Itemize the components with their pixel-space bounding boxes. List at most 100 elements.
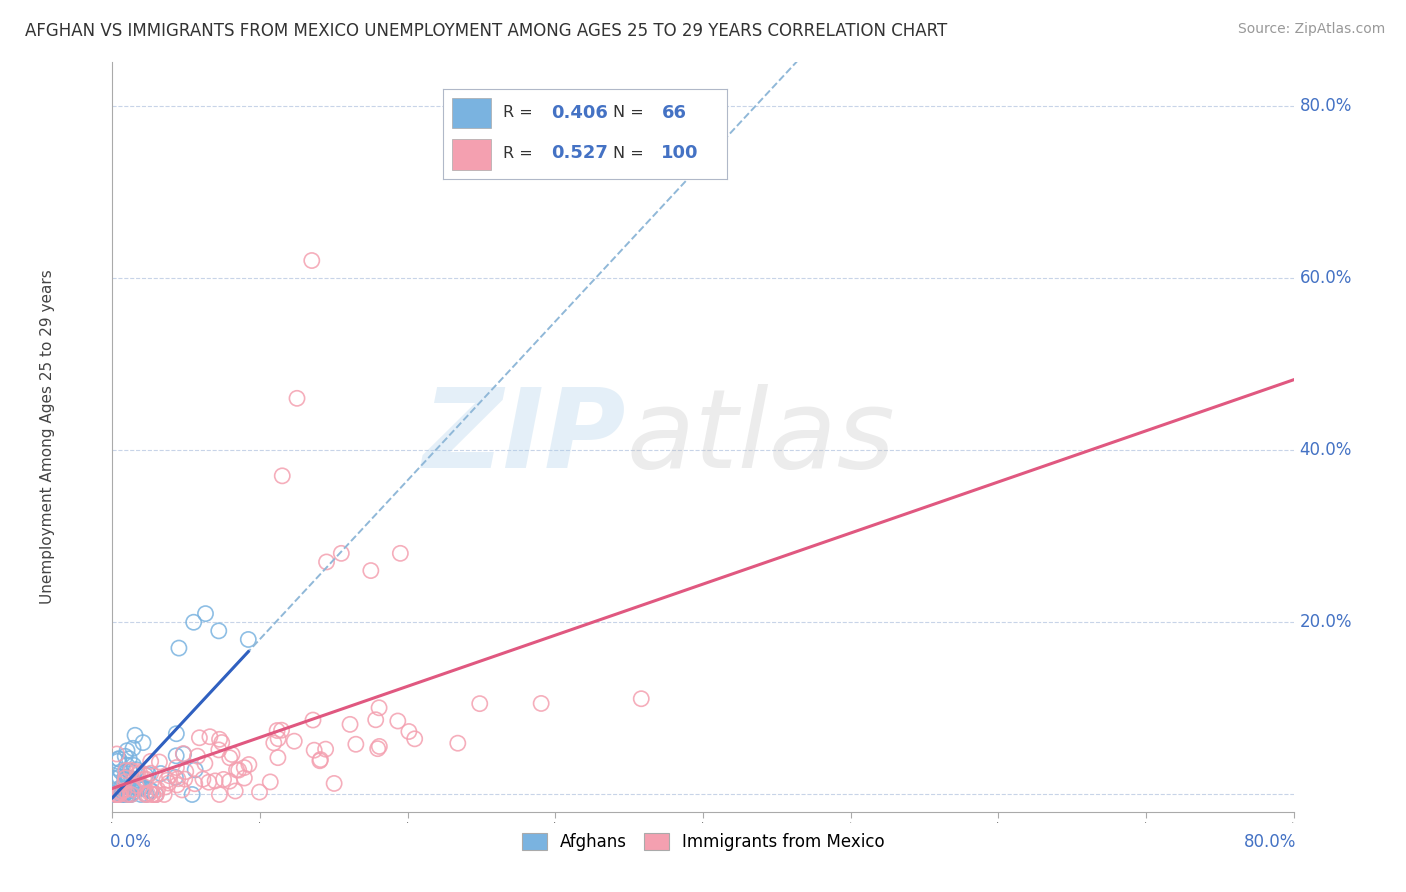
Point [309,753,332,767]
Point [107,754,129,768]
Point [263,736,285,750]
Point [404,731,426,746]
Point [167,641,190,656]
Point [108,788,131,802]
Point [468,697,491,711]
Point [165,760,187,774]
Point [145,788,167,802]
Text: 80.0%: 80.0% [1244,833,1296,851]
Point [108,770,131,784]
Point [233,761,256,775]
Point [181,788,204,802]
Point [398,724,420,739]
Point [530,697,553,711]
Point [149,766,172,780]
Point [110,764,132,779]
Point [111,784,134,798]
Point [166,778,188,792]
Point [129,788,152,802]
Point [218,774,240,789]
Point [115,758,138,772]
Point [138,767,160,781]
Point [344,737,367,751]
Point [184,777,207,791]
Point [148,755,170,769]
Point [101,772,124,786]
Point [105,788,128,802]
Point [208,624,231,638]
Point [128,781,150,796]
Point [121,778,143,792]
Point [124,728,146,742]
Point [117,788,139,802]
Point [111,788,134,802]
Point [172,747,194,761]
Text: ZIP: ZIP [423,384,626,491]
Point [114,782,136,797]
Point [233,771,256,785]
Point [364,713,387,727]
Point [339,717,361,731]
Point [134,781,156,796]
Point [141,784,163,798]
Point [117,784,139,798]
Point [104,788,127,802]
Point [249,785,271,799]
Point [153,788,176,802]
Point [283,734,305,748]
Point [121,772,143,786]
Point [138,783,160,797]
Point [120,788,142,802]
Point [212,772,235,787]
Point [139,766,162,780]
Point [155,780,177,794]
Point [127,767,149,781]
Point [301,253,323,268]
Point [135,772,157,786]
Text: 40.0%: 40.0% [1299,441,1351,459]
Point [105,788,128,802]
Point [105,747,128,761]
Point [285,392,308,406]
Point [141,788,163,802]
Point [112,783,135,797]
Text: 60.0%: 60.0% [1299,268,1351,286]
Point [114,774,136,789]
Point [309,754,332,768]
Point [117,788,139,802]
Point [110,788,132,802]
Point [188,731,211,745]
Point [139,786,162,800]
Point [183,615,205,630]
Point [330,546,353,560]
Point [107,752,129,766]
Point [118,764,141,779]
Text: Source: ZipAtlas.com: Source: ZipAtlas.com [1237,22,1385,37]
Legend: Afghans, Immigrants from Mexico: Afghans, Immigrants from Mexico [516,828,890,855]
Point [125,763,148,777]
Point [114,764,136,778]
Point [122,782,145,797]
Point [118,772,141,786]
Point [125,764,148,779]
Point [368,700,391,714]
Point [360,564,382,578]
Point [115,771,138,785]
Point [184,763,207,777]
Point [134,788,156,802]
Point [367,741,389,756]
Point [122,758,145,772]
Point [132,736,155,750]
Point [238,632,260,647]
Text: 0.0%: 0.0% [110,833,152,851]
Point [120,763,142,777]
Point [125,780,148,795]
Point [173,747,195,761]
Point [114,770,136,784]
Point [224,784,246,798]
Point [146,782,169,797]
Point [139,755,162,769]
Point [323,776,346,790]
Point [142,788,165,802]
Point [198,730,221,744]
